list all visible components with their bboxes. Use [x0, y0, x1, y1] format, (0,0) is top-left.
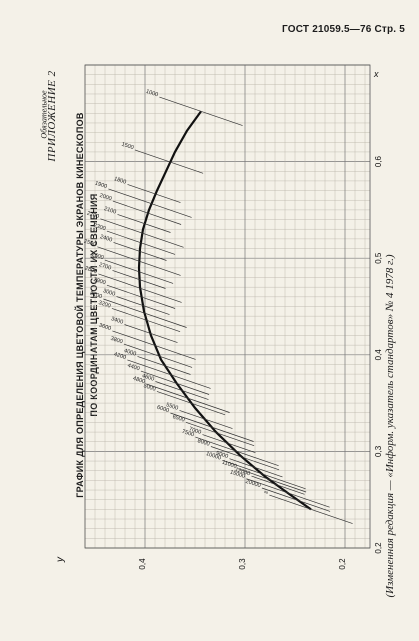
- isotherm-label: 6500: [172, 414, 186, 424]
- isotherm-line: [112, 270, 166, 289]
- isotherm-line: [155, 381, 209, 400]
- isotherm-label: 10000: [205, 451, 222, 462]
- isotherm-label: 5500: [165, 402, 179, 412]
- isotherm-label: 1800: [113, 176, 127, 186]
- page-header: ГОСТ 21059.5—76 Стр. 5: [282, 24, 405, 35]
- isotherm-label: 1500: [121, 142, 135, 152]
- y-tick-label: 0,4: [138, 558, 147, 570]
- isotherm-label: 12000: [234, 467, 251, 478]
- isotherm-label: 15000: [229, 469, 246, 480]
- planckian-locus: [137, 110, 312, 511]
- axis-labels: xy: [55, 69, 379, 563]
- isotherm-label: 1000: [145, 89, 159, 99]
- isotherm-line: [156, 391, 226, 416]
- isotherm-line: [117, 214, 171, 233]
- isotherm-line: [108, 188, 192, 218]
- isotherm-label: 7500: [181, 429, 195, 439]
- isotherm-line: [222, 459, 306, 490]
- isotherm-label: 3800: [110, 336, 124, 346]
- axis-ticks: 0,2 0,3 0,4 0,5 0,6 0,2 0,3 0,4: [138, 155, 383, 569]
- isotherm-line: [100, 218, 184, 248]
- x-axis-label: x: [373, 69, 379, 79]
- isotherm-label: 11000: [221, 460, 237, 470]
- isotherm-line: [170, 412, 254, 442]
- isotherm-line: [237, 468, 307, 493]
- isotherm-label: 2700: [98, 262, 112, 272]
- x-tick-label: 0,5: [374, 252, 383, 264]
- isotherm-label: 6000: [156, 405, 170, 415]
- isotherm-label: 3200: [98, 300, 112, 310]
- isotherm-label: 4200: [113, 352, 127, 362]
- isotherm-label: 3000: [102, 288, 116, 298]
- isotherm-line: [127, 184, 181, 203]
- isotherm-line: [116, 296, 170, 315]
- isotherm-line: [137, 356, 191, 375]
- isotherm-label: 2500: [83, 239, 97, 249]
- x-tick-label: 0,6: [374, 155, 383, 167]
- isotherm-line: [210, 446, 280, 471]
- isotherm-label: 3100: [89, 291, 103, 301]
- isotherm-label: 2800: [84, 266, 98, 276]
- isotherm-line: [134, 149, 204, 174]
- isotherm-line: [246, 478, 330, 508]
- isotherm-label: 8000: [197, 438, 211, 448]
- isotherm-line: [112, 330, 196, 360]
- isotherm-label: 2400: [99, 234, 113, 244]
- y-axis-label: y: [55, 556, 66, 563]
- isotherm-line: [159, 96, 243, 126]
- isotherm-line: [195, 436, 279, 467]
- isotherm-line: [185, 421, 255, 447]
- isotherm-line: [179, 410, 233, 429]
- isotherm-label: 2300: [93, 223, 107, 233]
- isotherm-line: [112, 200, 182, 225]
- isotherm-line: [98, 273, 182, 303]
- isotherm-line: [146, 383, 230, 413]
- isotherm-line: [251, 475, 305, 495]
- isotherm-line: [113, 242, 167, 261]
- chart-frame: [84, 64, 371, 549]
- isotherm-label: 4800: [132, 376, 146, 386]
- isotherm-label: 2900: [93, 277, 107, 287]
- isotherm-label: ∞: [263, 489, 269, 496]
- isotherm-line: [202, 434, 256, 454]
- isotherm-line: [127, 359, 211, 389]
- isotherm-label: 4400: [127, 363, 141, 373]
- x-tick-label: 0,4: [374, 349, 383, 361]
- isotherm-line: [123, 343, 193, 368]
- isotherm-label: 4600: [141, 373, 155, 383]
- isotherm-line: [229, 458, 283, 478]
- isotherm-label: 2100: [103, 206, 117, 216]
- isotherm-line: [106, 230, 176, 255]
- isotherm-label: 4000: [123, 348, 137, 358]
- isotherm-line: [104, 259, 174, 284]
- x-tick-label: 0,3: [374, 445, 383, 457]
- chart-grid: [84, 64, 371, 549]
- isotherm-label: 9000: [215, 450, 229, 460]
- isotherm-label: 5000: [143, 383, 157, 393]
- isotherm-label: 7000: [188, 426, 202, 436]
- isotherm-line: [124, 324, 178, 343]
- y-tick-label: 0,2: [338, 558, 347, 570]
- isotherm-line: [261, 487, 331, 512]
- isotherm-label: 2600: [91, 252, 105, 262]
- isotherm-line: [103, 298, 187, 328]
- isotherm-label: 3600: [98, 323, 112, 333]
- isotherm-line: [140, 370, 210, 395]
- x-tick-label: 0,2: [374, 542, 383, 554]
- y-tick-label: 0,3: [238, 558, 247, 570]
- isotherm-label: 20000: [245, 479, 262, 490]
- isotherm-label: 1900: [94, 181, 108, 191]
- isotherm-line: [269, 494, 353, 524]
- isotherm-label: 3400: [110, 316, 124, 326]
- isotherm-line: [97, 246, 181, 276]
- isotherm-line: [111, 308, 181, 333]
- isotherm-label: 2200: [86, 211, 100, 221]
- isotherm-label: 2000: [99, 193, 113, 203]
- isotherm-line: [106, 284, 176, 309]
